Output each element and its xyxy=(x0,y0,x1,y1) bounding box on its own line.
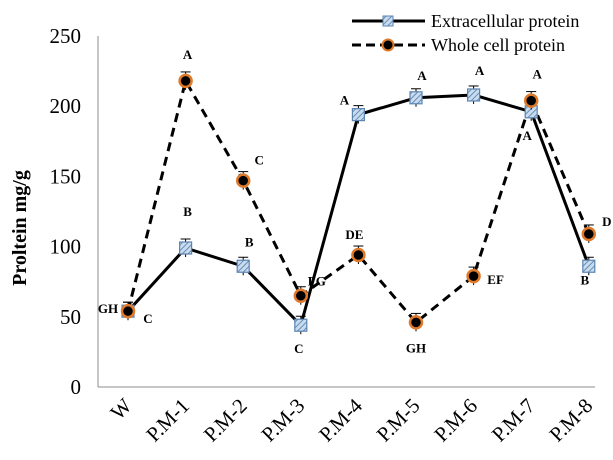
extracellular-point xyxy=(582,259,596,273)
data-label: A xyxy=(183,47,193,62)
data-label: GH xyxy=(98,301,118,316)
data-label: C xyxy=(294,341,303,356)
legend-marker-extracellular xyxy=(382,15,394,27)
series-line-0 xyxy=(126,93,591,327)
data-label: B xyxy=(183,204,192,219)
legend-label-extracellular: Extracellular protein xyxy=(431,11,579,31)
data-label: B xyxy=(580,272,589,287)
x-tick-label: W xyxy=(106,393,137,424)
series-line-1 xyxy=(126,79,591,324)
legend: Extracellular protein Whole cell protein xyxy=(352,11,579,55)
data-label: C xyxy=(255,153,264,168)
data-label: DE xyxy=(345,227,363,242)
x-tick-label: P.M-2 xyxy=(199,394,252,447)
y-tick-label: 200 xyxy=(50,94,82,118)
data-label: D xyxy=(602,214,611,229)
x-tick-label: P.M-4 xyxy=(314,393,367,446)
wholecell-point xyxy=(235,173,251,188)
data-labels: C B B C A A A A B GH A C FG DE GH EF A D xyxy=(98,47,612,356)
legend-marker-wholecell xyxy=(381,38,395,52)
extracellular-point xyxy=(351,108,365,122)
wholecell-point xyxy=(408,315,424,330)
y-axis-label: Proltein mg/g xyxy=(9,170,31,286)
data-label: A xyxy=(523,128,533,143)
x-tick-label: P.M-3 xyxy=(256,394,309,447)
data-label: A xyxy=(475,63,485,78)
y-tick-label: 150 xyxy=(50,164,82,188)
data-label: C xyxy=(143,311,152,326)
wholecell-point xyxy=(120,303,136,319)
y-tick-labels: 0 50 100 150 200 250 xyxy=(50,24,82,399)
wholecell-point xyxy=(523,93,539,108)
data-label: A xyxy=(533,67,543,82)
data-label: FG xyxy=(308,274,326,289)
data-label: B xyxy=(245,234,254,249)
extracellular-point xyxy=(294,318,308,332)
series-layer xyxy=(120,71,597,335)
x-tick-label: P.M-6 xyxy=(429,394,482,447)
wholecell-point xyxy=(466,268,481,284)
wholecell-point xyxy=(293,288,309,303)
extracellular-point xyxy=(467,88,481,102)
data-label: A xyxy=(340,93,350,108)
y-tick-label: 0 xyxy=(71,375,82,399)
wholecell-point xyxy=(581,226,597,242)
x-tick-label: P.M-5 xyxy=(372,394,425,447)
x-tick-label: P.M-8 xyxy=(544,394,597,447)
data-label: GH xyxy=(406,340,426,355)
x-tick-label: P.M-7 xyxy=(487,394,540,447)
extracellular-point xyxy=(409,91,423,105)
data-label: A xyxy=(417,68,427,83)
legend-label-wholecell: Whole cell protein xyxy=(431,35,565,55)
wholecell-point xyxy=(178,73,193,89)
extracellular-point xyxy=(179,241,193,255)
y-tick-label: 250 xyxy=(50,24,82,48)
x-tick-label: P.M-1 xyxy=(141,394,194,447)
wholecell-point xyxy=(351,247,366,263)
y-tick-label: 50 xyxy=(60,305,81,329)
y-tick-label: 100 xyxy=(50,235,82,259)
x-tick-labels: W P.M-1 P.M-2 P.M-3 P.M-4 P.M-5 P.M-6 P.M-7 P.M-… xyxy=(106,393,598,446)
extracellular-point xyxy=(236,259,250,273)
data-label: EF xyxy=(487,272,504,287)
